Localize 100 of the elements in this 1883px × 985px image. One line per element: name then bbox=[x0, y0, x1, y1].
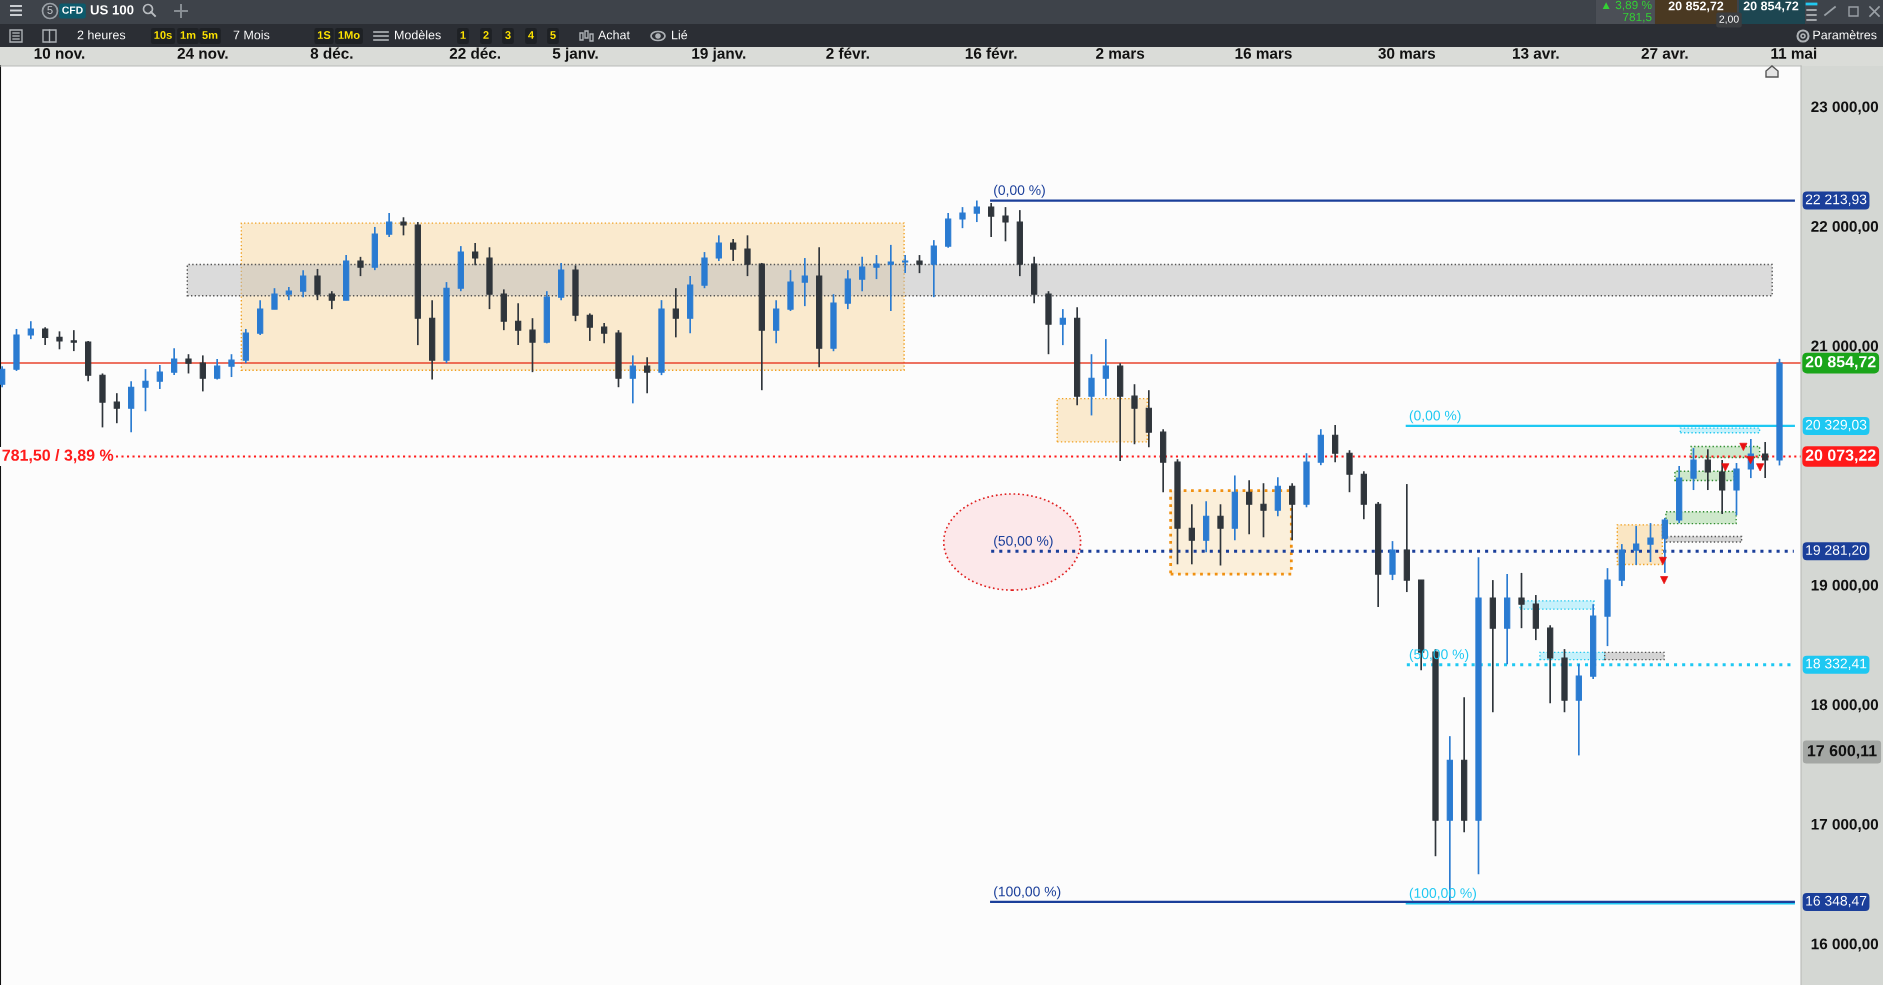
x-tick-label: 24 nov. bbox=[177, 48, 228, 59]
candlestick bbox=[887, 244, 894, 312]
x-tick-label: 5 janv. bbox=[552, 47, 598, 62]
candlestick bbox=[629, 354, 636, 405]
x-tick-label: 13 avr. bbox=[1513, 48, 1559, 59]
candlestick bbox=[672, 287, 679, 339]
candlestick bbox=[988, 202, 995, 238]
annotation: (100,00 %) bbox=[994, 886, 1061, 900]
candlestick bbox=[601, 322, 608, 345]
candlestick bbox=[529, 317, 536, 373]
y-tick-label: 16 000,00 bbox=[1811, 938, 1879, 952]
x-tick-label: 16 févr. bbox=[965, 47, 1017, 59]
candlestick bbox=[902, 254, 909, 274]
candlestick bbox=[773, 299, 780, 345]
candlestick bbox=[930, 239, 937, 298]
x-tick-label: 2 mars bbox=[1096, 48, 1145, 59]
candlestick bbox=[801, 257, 808, 307]
y-tick-label: 22 000,00 bbox=[1811, 220, 1879, 235]
candlestick bbox=[1059, 308, 1066, 346]
candlestick bbox=[0, 365, 6, 389]
candlestick bbox=[730, 238, 737, 262]
candlestick bbox=[199, 354, 206, 393]
text: Lié bbox=[672, 30, 688, 40]
candlestick bbox=[70, 329, 77, 352]
candlestick bbox=[859, 256, 866, 293]
text: 1S bbox=[317, 31, 331, 39]
text: 2 bbox=[483, 31, 489, 39]
candlestick bbox=[357, 256, 364, 277]
data-label: 20 329,03 bbox=[1805, 419, 1867, 432]
candlestick bbox=[1690, 447, 1697, 491]
candlestick bbox=[916, 254, 923, 274]
candlestick bbox=[744, 234, 751, 277]
candlestick bbox=[1733, 462, 1740, 517]
data-label: 16 348,47 bbox=[1806, 895, 1867, 908]
candlestick bbox=[1332, 424, 1339, 464]
x-tick-label: 27 avr. bbox=[1641, 48, 1688, 59]
annotation: (0,00 %) bbox=[1409, 410, 1461, 424]
x-tick-label: 10 nov. bbox=[34, 48, 85, 59]
text: 1m bbox=[180, 31, 196, 39]
x-tick-label: 8 déc. bbox=[310, 47, 353, 59]
chart-title: US 100 bbox=[90, 5, 134, 15]
x-tick-label: 22 déc. bbox=[449, 47, 501, 59]
y-tick-label: 17 000,00 bbox=[1811, 818, 1879, 832]
candlestick bbox=[973, 199, 980, 223]
text: 20 854,72 bbox=[1743, 1, 1799, 13]
x-tick-label: 19 janv. bbox=[692, 47, 746, 62]
candlestick bbox=[300, 269, 307, 298]
candlestick bbox=[314, 268, 321, 301]
candlestick bbox=[1289, 482, 1296, 542]
candlestick bbox=[1188, 503, 1195, 566]
candlestick bbox=[644, 356, 651, 395]
text: 1 bbox=[460, 31, 466, 39]
text: CFD bbox=[62, 6, 83, 14]
candlestick bbox=[873, 254, 880, 280]
candlestick bbox=[1633, 525, 1640, 566]
candlestick bbox=[171, 347, 178, 376]
candlestick bbox=[959, 206, 966, 229]
candlestick bbox=[1002, 206, 1009, 243]
annotation: (0,00 %) bbox=[994, 184, 1045, 198]
candlestick bbox=[1246, 479, 1253, 536]
candlestick bbox=[271, 287, 278, 310]
candlestick bbox=[386, 212, 393, 238]
text: 1Mo bbox=[338, 31, 360, 39]
text: 20 852,72 bbox=[1668, 1, 1724, 13]
text: Paramètres bbox=[1813, 30, 1877, 40]
candlestick bbox=[1260, 482, 1267, 539]
candlestick bbox=[515, 302, 522, 346]
x-tick-label: 30 mars bbox=[1378, 48, 1436, 59]
candlestick bbox=[1131, 383, 1138, 446]
annotation: 781,50 / 3,89 % bbox=[2, 449, 114, 464]
text: Achat bbox=[598, 30, 630, 40]
candlestick bbox=[1661, 517, 1668, 574]
candlestick bbox=[128, 380, 135, 433]
candlestick bbox=[1088, 353, 1095, 417]
x-tick-label: 2 févr. bbox=[826, 47, 869, 59]
candlestick bbox=[586, 312, 593, 342]
y-tick-label: 18 000,00 bbox=[1811, 699, 1879, 713]
ref-line-label: 20 073,22 bbox=[1805, 449, 1876, 464]
data-label: 22 213,93 bbox=[1805, 194, 1867, 206]
text: Modèles bbox=[395, 30, 441, 40]
candlestick bbox=[1102, 338, 1109, 398]
text: 2,00 bbox=[1719, 15, 1739, 25]
candlestick bbox=[1346, 449, 1353, 494]
text: 4 bbox=[528, 31, 535, 39]
x-tick-label: 16 mars bbox=[1235, 48, 1292, 59]
candlestick bbox=[142, 368, 149, 413]
y-tick-label: 21 000,00 bbox=[1811, 340, 1879, 354]
text: 5 bbox=[47, 6, 53, 14]
candlestick bbox=[1217, 503, 1224, 567]
text: 3 bbox=[505, 31, 511, 39]
candlestick bbox=[1647, 522, 1654, 563]
data-label: 19 281,20 bbox=[1806, 545, 1867, 557]
candlestick bbox=[400, 216, 407, 237]
text: 7 Mois bbox=[233, 30, 270, 40]
candlestick bbox=[185, 353, 192, 375]
candlestick bbox=[1518, 572, 1525, 629]
text: 2 heures bbox=[77, 30, 126, 40]
text: 17 600,11 bbox=[1807, 744, 1877, 759]
x-tick-label: 11 mai bbox=[1771, 47, 1817, 59]
candlestick bbox=[1145, 389, 1152, 449]
